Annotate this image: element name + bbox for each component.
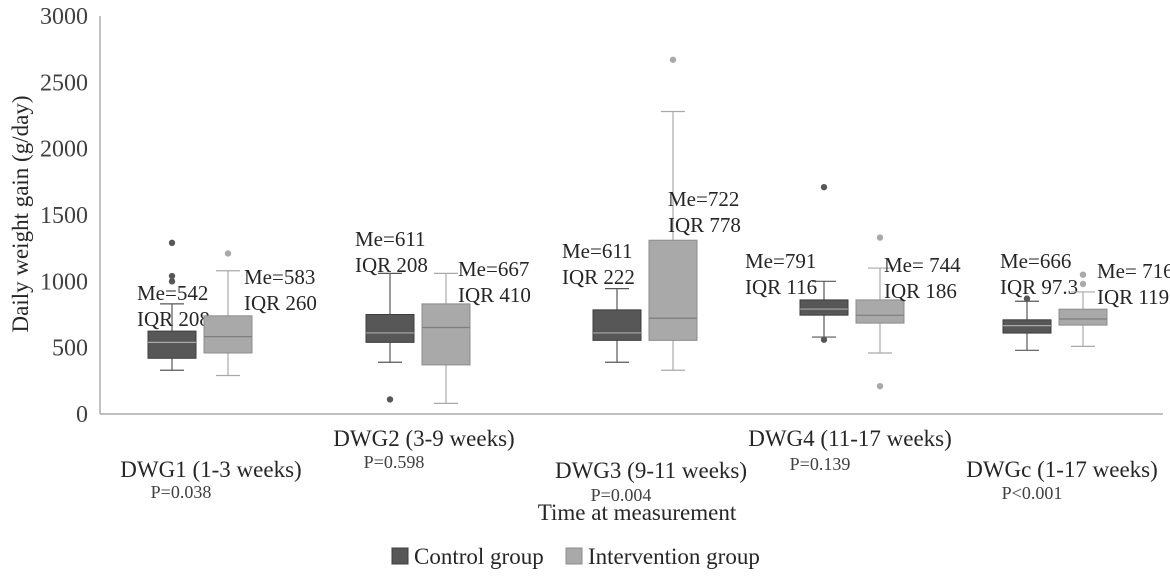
box: [147, 330, 197, 359]
box: [365, 314, 415, 343]
x-axis-label: Time at measurement: [538, 500, 737, 525]
box-annotation: Me=667: [458, 257, 529, 281]
x-group-label: DWG3 (9-11 weeks): [555, 458, 747, 483]
box-annotation: Me=583: [244, 265, 315, 289]
legend-swatch: [391, 547, 409, 565]
legend-label: Intervention group: [588, 544, 760, 569]
p-value-label: P=0.004: [591, 485, 652, 505]
outlier-point: [1079, 271, 1087, 278]
p-value-label: P=0.598: [364, 452, 425, 472]
box-annotation: IQR 116: [745, 275, 817, 299]
box: [203, 315, 253, 354]
box-annotation: Me=722: [668, 187, 739, 211]
box-annotation: IQR 186: [884, 279, 957, 303]
outlier-point: [168, 278, 176, 285]
x-group-label: DWG1 (1-3 weeks): [120, 457, 301, 482]
y-tick-label: 0: [76, 402, 88, 428]
outlier-point: [669, 56, 677, 63]
outlier-point: [820, 183, 828, 191]
y-tick-label: 2000: [40, 137, 88, 163]
box-annotation: Me=611: [562, 239, 633, 263]
outlier-point: [1023, 295, 1031, 302]
y-tick-label: 1500: [40, 203, 88, 229]
box-annotation: IQR 410: [458, 283, 531, 307]
y-axis-label: Daily weight gain (g/day): [8, 96, 33, 333]
box: [648, 239, 698, 341]
box: [1002, 319, 1052, 334]
box-annotation: IQR 778: [668, 213, 741, 237]
box-annotation: Me=791: [745, 249, 816, 273]
box: [421, 303, 471, 366]
y-tick-label: 500: [52, 336, 88, 362]
p-value-label: P=0.038: [151, 482, 212, 502]
outlier-point: [876, 234, 884, 241]
outlier-point: [820, 336, 828, 343]
y-tick-label: 1000: [40, 269, 88, 295]
outlier-point: [168, 272, 176, 280]
box-annotation: Me=611: [355, 227, 426, 251]
box-annotation: IQR 260: [244, 291, 317, 315]
legend-label: Control group: [414, 544, 544, 569]
y-tick-label: 3000: [40, 4, 88, 30]
p-value-label: P<0.001: [1002, 483, 1063, 503]
box-annotation: IQR 119: [1097, 285, 1169, 309]
p-value-label: P=0.139: [790, 454, 851, 474]
y-tick-label: 2500: [40, 70, 88, 96]
outlier-point: [224, 250, 232, 257]
x-group-label: DWGc (1-17 weeks): [966, 457, 1158, 482]
box: [1058, 308, 1108, 326]
outlier-point: [386, 396, 394, 403]
outlier-point: [876, 382, 884, 390]
outlier-point: [168, 239, 176, 247]
box-annotation: IQR 208: [355, 253, 428, 277]
legend-swatch: [565, 547, 583, 565]
box-annotation: IQR 222: [562, 265, 635, 289]
box-annotation: Me= 744: [884, 253, 961, 277]
x-group-label: DWG4 (11-17 weeks): [748, 426, 952, 451]
box-annotation: IQR 97.3: [1000, 275, 1078, 299]
box-annotation: Me=542: [137, 281, 208, 305]
box: [855, 299, 905, 324]
box-annotation: Me=666: [1000, 249, 1071, 273]
legend: Control group Intervention group: [391, 544, 760, 569]
box-annotation: IQR 208: [137, 307, 210, 331]
box: [799, 299, 849, 316]
x-group-label: DWG2 (3-9 weeks): [333, 426, 514, 451]
box: [592, 309, 642, 341]
outlier-point: [1079, 280, 1087, 288]
box-annotation: Me= 716: [1097, 259, 1170, 283]
